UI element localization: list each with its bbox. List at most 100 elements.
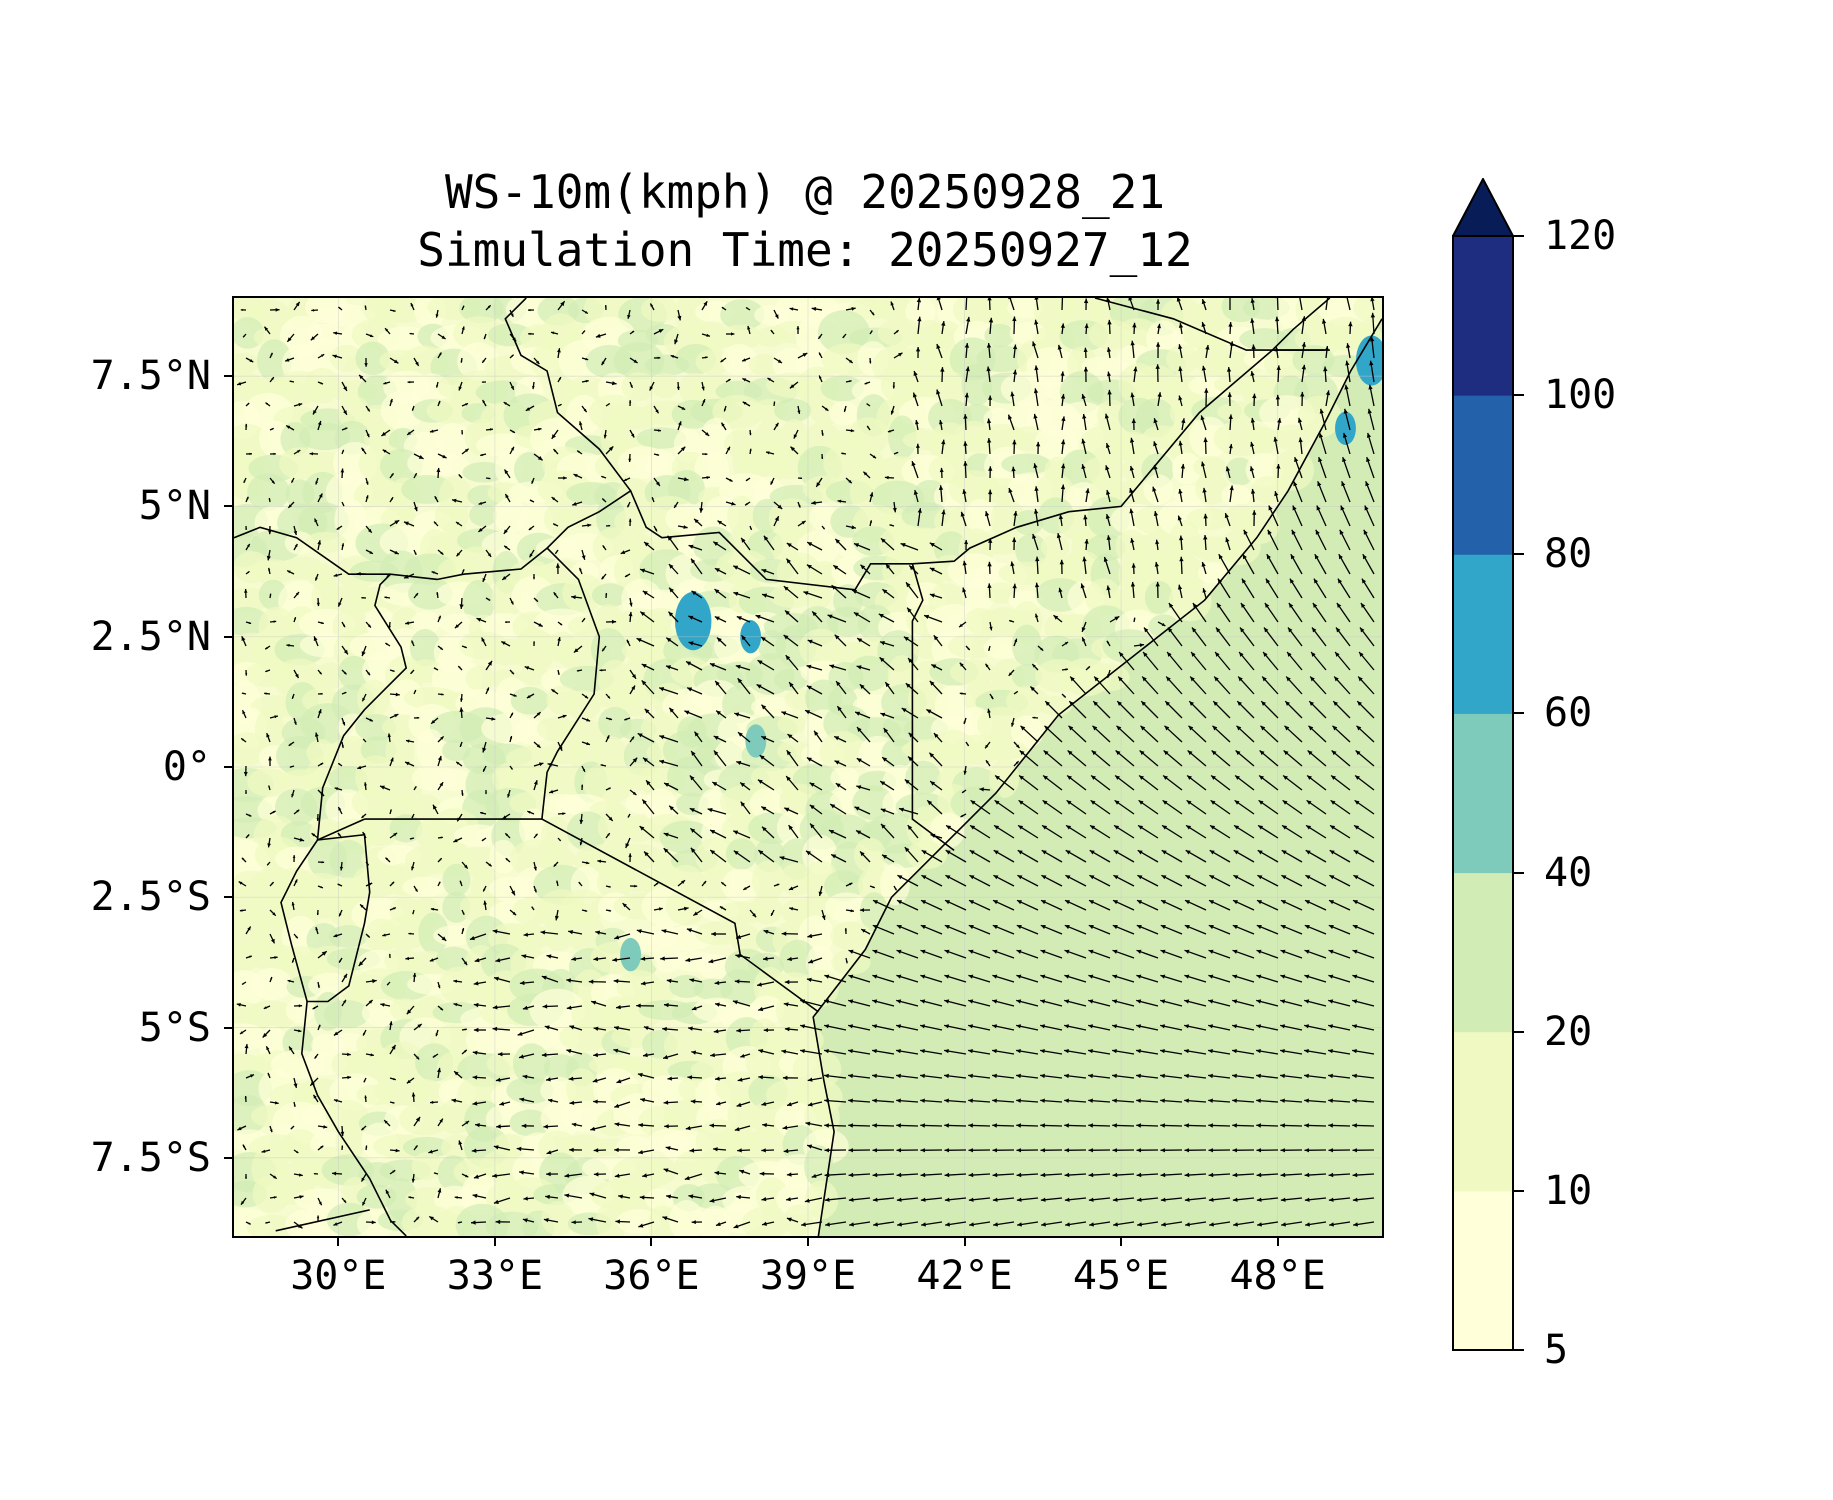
wind-vector — [293, 1149, 299, 1154]
wind-vector — [1161, 824, 1183, 839]
wind-vector — [411, 1092, 416, 1103]
wind-vector — [317, 885, 324, 889]
wind-vector — [1209, 874, 1231, 887]
wind-vector — [1160, 1024, 1183, 1031]
wind-vector — [884, 681, 895, 695]
wind-vector — [581, 379, 589, 383]
wind-vector — [1352, 899, 1375, 911]
wind-vector — [1013, 741, 1020, 749]
wind-vector — [944, 899, 967, 911]
wind-vector — [1133, 643, 1145, 648]
wind-vector — [1140, 700, 1159, 719]
wind-vector — [936, 389, 943, 407]
wind-vector — [1304, 924, 1327, 935]
wind-vector — [411, 405, 415, 411]
wind-vector — [522, 1005, 535, 1010]
wind-vector — [1256, 1197, 1279, 1202]
wind-vector — [1164, 700, 1183, 719]
wind-vector — [1304, 1172, 1327, 1178]
wind-vector — [1012, 583, 1017, 599]
wind-vector — [821, 405, 829, 412]
wind-vector — [1370, 298, 1375, 311]
wind-vector — [710, 1053, 727, 1058]
wind-vector — [1282, 774, 1303, 791]
wind-vector — [944, 1073, 967, 1079]
wind-vector — [1228, 443, 1233, 455]
wind-vector — [365, 429, 370, 438]
wind-vector — [557, 812, 566, 816]
wind-vector — [317, 692, 323, 695]
wind-vector — [1208, 924, 1231, 935]
wind-vector — [701, 381, 705, 391]
wind-vector — [736, 1194, 751, 1200]
wind-vector — [629, 357, 638, 364]
wind-vector — [389, 953, 391, 959]
wind-vector — [929, 542, 943, 551]
wind-vector — [892, 501, 897, 513]
wind-vector — [806, 541, 823, 551]
wind-vector — [1112, 1172, 1135, 1178]
wind-vector — [1016, 1172, 1039, 1178]
wind-vector — [789, 381, 799, 389]
wind-vector — [496, 1124, 511, 1129]
wind-vector — [456, 813, 463, 822]
wind-vector — [713, 735, 727, 743]
wind-vector — [1058, 514, 1064, 527]
wind-vector — [533, 641, 535, 647]
wind-vector — [1209, 1221, 1231, 1227]
wind-vector — [807, 1077, 823, 1082]
wind-vector — [1106, 640, 1111, 647]
wind-vector — [461, 1049, 468, 1055]
wind-vector — [1184, 1197, 1207, 1202]
wind-vector — [869, 520, 873, 527]
wind-vector — [261, 1149, 271, 1153]
wind-vector — [1016, 1123, 1039, 1128]
wind-vector — [432, 1053, 439, 1058]
wind-vector — [1131, 418, 1136, 431]
wind-vector — [667, 1076, 679, 1081]
wind-vector — [1297, 417, 1303, 431]
wind-vector — [1281, 874, 1303, 887]
wind-vector — [740, 1053, 751, 1058]
wind-vector — [601, 573, 607, 580]
wind-vector — [601, 645, 607, 652]
wind-vector — [992, 1024, 1015, 1031]
wind-vector — [1011, 717, 1015, 727]
wind-vector — [245, 525, 247, 531]
wind-vector — [940, 367, 945, 383]
wind-vector — [485, 687, 490, 695]
wind-vector — [1064, 999, 1087, 1007]
wind-vector — [509, 333, 517, 342]
wind-vector — [1328, 949, 1351, 959]
wind-vector — [915, 346, 921, 359]
wind-vector — [761, 1221, 775, 1226]
wind-vector — [815, 477, 823, 488]
wind-vector — [834, 760, 847, 767]
lon-tick-mark — [337, 1238, 340, 1246]
wind-vector — [965, 645, 971, 651]
wind-vector — [286, 570, 295, 575]
wind-vector — [709, 662, 727, 671]
wind-vector — [1040, 924, 1063, 935]
wind-vector — [1118, 651, 1135, 671]
wind-vector — [1136, 949, 1159, 959]
wind-vector — [788, 885, 799, 891]
wind-vector — [825, 1221, 847, 1227]
wind-vector — [969, 849, 991, 863]
wind-vector — [987, 298, 992, 311]
wind-vector — [1033, 463, 1039, 479]
wind-vector — [604, 305, 607, 311]
wind-vector — [1017, 874, 1039, 887]
wind-vector — [1010, 391, 1015, 407]
wind-vector — [1232, 999, 1255, 1007]
wind-vector — [970, 799, 991, 815]
wind-vector — [809, 804, 823, 815]
wind-vector — [457, 1221, 463, 1224]
wind-vector — [623, 477, 631, 482]
wind-vector — [636, 637, 655, 647]
wind-vector — [531, 906, 535, 911]
wind-vector — [1064, 1172, 1087, 1178]
wind-vector — [317, 1145, 324, 1151]
wind-vector — [643, 851, 655, 863]
wind-vector — [317, 381, 324, 385]
